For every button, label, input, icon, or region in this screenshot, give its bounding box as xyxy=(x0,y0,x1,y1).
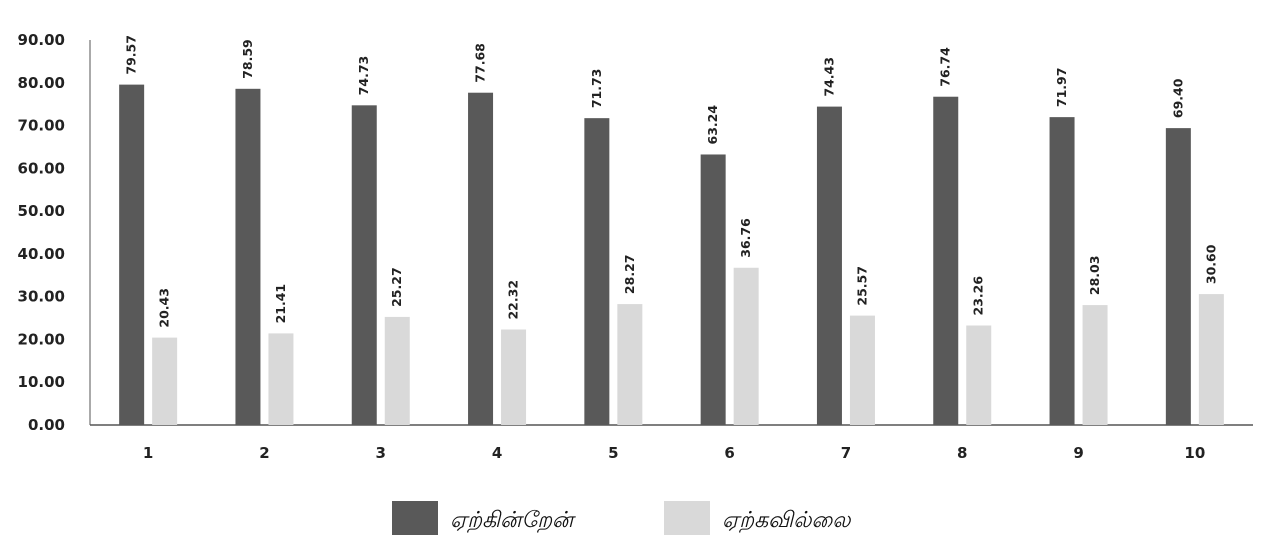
bar-accept xyxy=(816,106,842,425)
x-tick-label: 6 xyxy=(724,444,734,462)
bar-not-accept xyxy=(617,304,643,425)
data-label: 25.57 xyxy=(854,266,869,306)
data-label: 76.74 xyxy=(938,47,953,87)
bar-not-accept xyxy=(966,325,992,425)
x-tick-label: 1 xyxy=(143,444,153,462)
x-tick-label: 10 xyxy=(1184,444,1205,462)
data-label: 63.24 xyxy=(705,105,720,145)
x-axis: 1 2 3 4 5 6 7 8 9 10 xyxy=(90,424,1253,462)
data-label: 79.57 xyxy=(124,35,139,75)
data-label: 28.27 xyxy=(622,255,637,295)
y-tick-label: 10.00 xyxy=(18,373,65,391)
x-tick-label: 8 xyxy=(957,444,967,462)
x-tick-label: 7 xyxy=(841,444,851,462)
y-tick-label: 50.00 xyxy=(18,202,65,220)
bar-not-accept xyxy=(1198,294,1224,425)
data-label: 22.32 xyxy=(506,280,521,320)
legend: ஏற்கின்றேன் ஏற்கவில்லை xyxy=(392,501,851,535)
data-label: 23.26 xyxy=(971,276,986,316)
data-label: 28.03 xyxy=(1087,256,1102,296)
y-tick-label: 60.00 xyxy=(18,159,65,177)
bars xyxy=(119,84,1224,426)
data-label: 74.43 xyxy=(821,57,836,97)
bar-accept xyxy=(1049,117,1075,426)
y-tick-label: 20.00 xyxy=(18,330,65,348)
x-tick-label: 9 xyxy=(1073,444,1083,462)
bar-accept xyxy=(468,92,494,426)
y-axis: 0.00 10.00 20.00 30.00 40.00 50.00 60.00 70.00 8… xyxy=(18,31,91,434)
bar-not-accept xyxy=(1082,305,1108,425)
data-label: 71.97 xyxy=(1054,68,1069,108)
y-tick-label: 80.00 xyxy=(18,74,65,92)
data-label: 20.43 xyxy=(157,288,172,328)
y-tick-label: 40.00 xyxy=(18,245,65,263)
bar-not-accept xyxy=(733,267,759,425)
data-label: 74.73 xyxy=(356,56,371,96)
bar-accept xyxy=(584,118,610,425)
data-label: 78.59 xyxy=(240,39,255,79)
y-tick-label: 0.00 xyxy=(28,416,65,434)
y-tick-label: 30.00 xyxy=(18,288,65,306)
bar-accept xyxy=(351,105,377,426)
bar-accept xyxy=(933,96,959,426)
bar-accept xyxy=(1165,128,1191,425)
data-label: 69.40 xyxy=(1170,78,1185,118)
legend-label-accept: ஏற்கின்றேன் xyxy=(450,508,576,533)
bar-accept xyxy=(235,88,261,425)
y-tick-label: 90.00 xyxy=(18,31,65,49)
data-label: 30.60 xyxy=(1203,244,1218,284)
bar-not-accept xyxy=(384,316,410,425)
bar-not-accept xyxy=(268,333,294,425)
data-label: 21.41 xyxy=(273,284,288,324)
data-label: 25.27 xyxy=(389,267,404,307)
x-tick-label: 2 xyxy=(259,444,269,462)
y-tick-label: 70.00 xyxy=(18,117,65,135)
data-label: 77.68 xyxy=(473,43,488,83)
data-label: 36.76 xyxy=(738,218,753,258)
bar-accept xyxy=(119,84,145,426)
x-tick-label: 5 xyxy=(608,444,618,462)
x-tick-label: 3 xyxy=(376,444,386,462)
bar-accept xyxy=(700,154,726,425)
bar-not-accept xyxy=(152,337,178,425)
data-label: 71.73 xyxy=(589,69,604,109)
data-labels: 79.57 20.43 78.59 21.41 74.73 25.27 77.68 22.32… xyxy=(124,35,1219,328)
x-tick-label: 4 xyxy=(492,444,502,462)
legend-swatch-accept xyxy=(392,501,438,535)
legend-label-not-accept: ஏற்கவில்லை xyxy=(722,508,851,533)
legend-swatch-not-accept xyxy=(664,501,710,535)
bar-not-accept xyxy=(501,329,527,425)
bar-not-accept xyxy=(849,315,875,425)
